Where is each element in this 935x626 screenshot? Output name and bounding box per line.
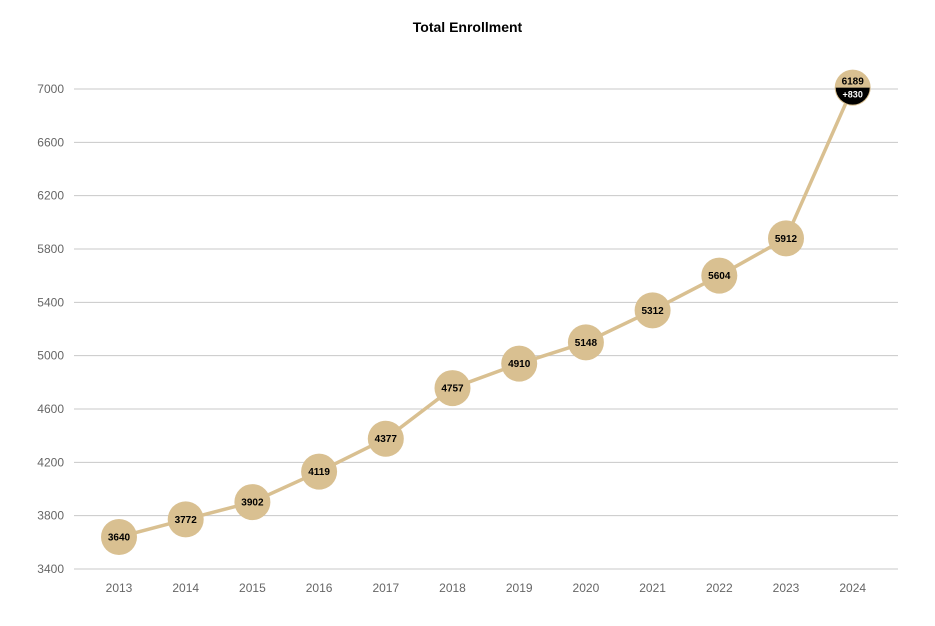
data-label: 5312 (641, 306, 664, 317)
data-label: 4377 (375, 434, 398, 445)
point-marker (167, 501, 204, 538)
data-point: 5912 (768, 220, 804, 257)
gridlines (74, 88, 898, 570)
data-points: 3640 3772 3902 4119 4377 4757 4910 5148 5312 5604… (101, 69, 871, 555)
data-point: 3772 (167, 501, 204, 538)
point-marker (768, 220, 804, 257)
y-tick-label: 6200 (37, 189, 64, 203)
x-tick-label: 2023 (773, 581, 800, 595)
data-point: 4119 (301, 453, 338, 490)
data-label: 4757 (441, 384, 464, 395)
x-tick-label: 2013 (106, 581, 133, 595)
data-label: 4910 (508, 359, 531, 370)
x-tick-label: 2016 (306, 581, 333, 595)
data-label: 3902 (241, 498, 264, 509)
x-tick-label: 2015 (239, 581, 266, 595)
point-marker (634, 292, 671, 329)
data-point: 5148 (567, 324, 604, 361)
series-line (118, 86, 855, 539)
y-tick-label: 5400 (37, 295, 64, 309)
x-tick-label: 2019 (506, 581, 533, 595)
y-axis-ticks: 3400 3800 4200 4600 5000 5400 5800 6200 6600 7000 (37, 82, 64, 576)
y-tick-label: 6600 (37, 135, 64, 149)
data-label: 5148 (575, 338, 598, 349)
series-polyline (118, 86, 855, 539)
x-tick-label: 2020 (573, 581, 600, 595)
point-marker (501, 345, 538, 382)
data-label: 3640 (108, 533, 131, 544)
data-label: 6189 (842, 77, 865, 88)
y-tick-label: 4600 (37, 402, 64, 416)
data-point: 6189 +830 (834, 69, 871, 106)
data-point: 4910 (501, 345, 538, 382)
point-marker (234, 484, 271, 521)
point-marker (701, 257, 738, 294)
x-tick-label: 2024 (839, 581, 866, 595)
x-tick-label: 2017 (372, 581, 399, 595)
data-label: 5604 (708, 271, 731, 282)
point-marker (367, 420, 404, 457)
data-point: 5604 (701, 257, 738, 294)
x-axis-ticks: 2013 2014 2015 2016 2017 2018 2019 2020 2021 2022… (106, 581, 867, 595)
y-tick-label: 5800 (37, 242, 64, 256)
data-point: 3902 (234, 484, 271, 521)
data-label: 3772 (175, 515, 198, 526)
data-point: 3640 (101, 519, 137, 555)
point-marker (101, 519, 137, 555)
point-marker (567, 324, 604, 361)
y-tick-label: 3400 (37, 562, 64, 576)
x-tick-label: 2014 (172, 581, 199, 595)
delta-badge (835, 87, 870, 105)
point-marker (434, 370, 471, 407)
y-tick-label: 7000 (37, 82, 64, 96)
chart-title: Total Enrollment (412, 19, 523, 35)
point-marker (301, 453, 338, 490)
data-point: 4757 (434, 370, 471, 407)
data-point: 4377 (367, 420, 404, 457)
x-tick-label: 2018 (439, 581, 466, 595)
y-tick-label: 4200 (37, 455, 64, 469)
y-tick-label: 5000 (37, 349, 64, 363)
x-tick-label: 2021 (639, 581, 666, 595)
data-point: 5312 (634, 292, 671, 329)
x-tick-label: 2022 (706, 581, 733, 595)
delta-label: +830 (843, 90, 863, 100)
data-label: 4119 (308, 467, 330, 478)
y-tick-label: 3800 (37, 509, 64, 523)
data-label: 5912 (775, 234, 798, 245)
